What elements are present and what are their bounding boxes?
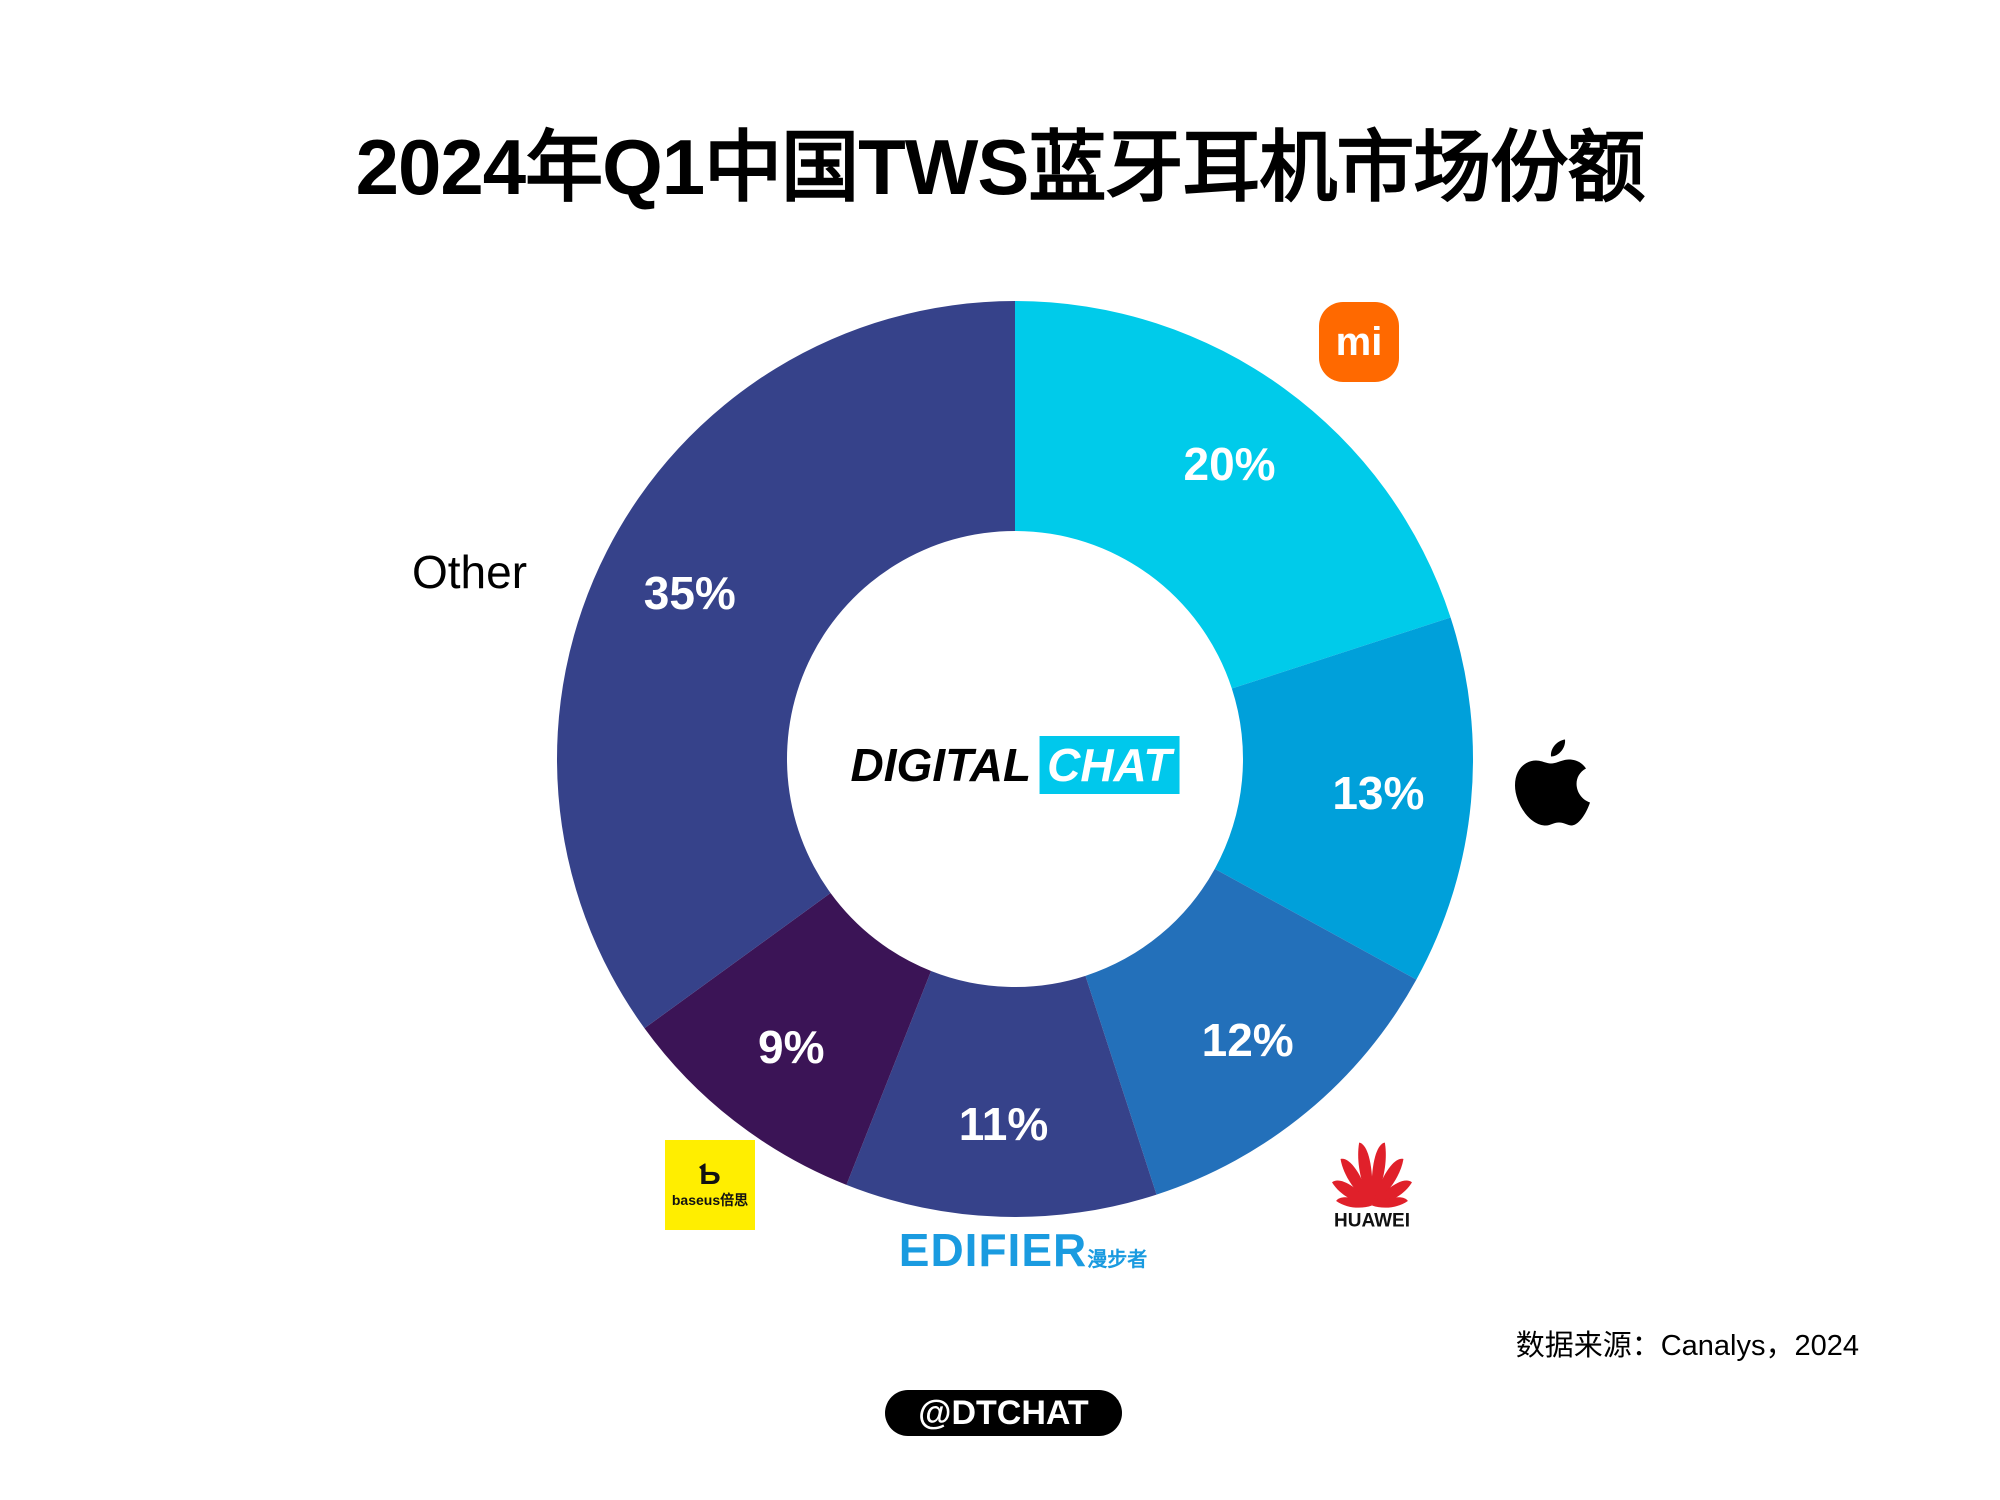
- slice-baseus: [644, 893, 932, 1185]
- slice-edifier: [846, 970, 1157, 1217]
- center-logo-part2: CHAT: [1039, 736, 1180, 794]
- handle-badge: @DTCHAT: [885, 1390, 1122, 1436]
- huawei-petals-icon: [1332, 1142, 1412, 1208]
- center-logo-part1: DIGITAL: [850, 739, 1032, 791]
- chart-title: 2024年Q1中国TWS蓝牙耳机市场份额: [355, 123, 1646, 211]
- data-label-other: 35%: [643, 567, 736, 620]
- baseus-b-icon: Ƅ: [699, 1158, 721, 1191]
- baseus-logo-text: baseus倍思: [671, 1192, 749, 1208]
- apple-logo-icon: [1511, 736, 1591, 837]
- data-label-huawei: 12%: [1201, 1014, 1294, 1067]
- baseus-logo: Ƅ baseus倍思: [665, 1140, 755, 1230]
- slice-huawei: [1085, 868, 1417, 1195]
- data-label-apple: 13%: [1332, 767, 1425, 820]
- slice-xiaomi: [1015, 301, 1451, 689]
- slice-apple: [1214, 617, 1474, 980]
- edifier-logo-text: EDIFIER: [898, 1224, 1088, 1276]
- edifier-logo: EDIFIER漫步者: [899, 1223, 1147, 1277]
- slice-other: [557, 301, 1015, 1029]
- data-label-xiaomi: 20%: [1183, 437, 1276, 490]
- huawei-logo-text: HUAWEI: [1334, 1210, 1410, 1232]
- source-note: 数据来源：Canalys，2024: [1515, 1330, 1859, 1362]
- data-label-edifier: 11%: [958, 1097, 1049, 1150]
- edifier-logo-cn: 漫步者: [1087, 1249, 1148, 1271]
- huawei-logo: HUAWEI: [1327, 1140, 1417, 1233]
- xiaomi-logo: mi: [1319, 302, 1399, 382]
- other-label: Other: [412, 546, 528, 598]
- data-label-baseus: 9%: [758, 1021, 825, 1074]
- center-logo: DIGITAL CHAT: [851, 736, 1180, 794]
